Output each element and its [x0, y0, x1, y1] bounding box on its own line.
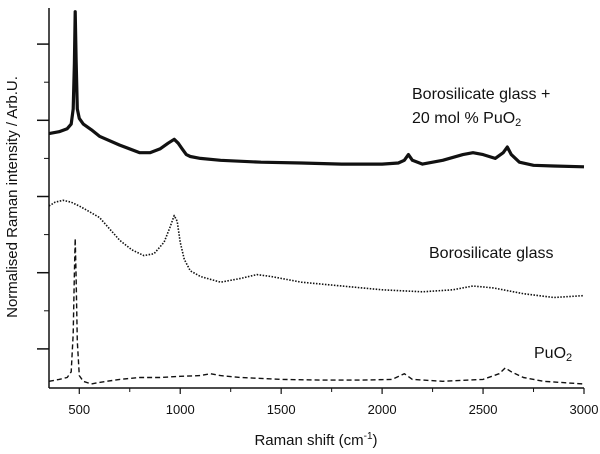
x-ticks: 500 1000 1500 2000 2500 3000: [68, 388, 598, 417]
annotation-puo2-text: PuO: [534, 345, 567, 362]
annotation-puo2-subscript: 2: [566, 352, 573, 364]
series-puo2-line: [48, 237, 585, 385]
annotation-glass-pu-line1: Borosilicate glass +: [412, 86, 551, 103]
x-tick-label: 3000: [570, 402, 599, 417]
x-tick-label: 2000: [368, 402, 397, 417]
x-tick-label: 500: [68, 402, 90, 417]
annotation-glass-pu-subscript: 2: [515, 117, 522, 129]
plot-series: [48, 10, 585, 385]
annotation-glass: Borosilicate glass: [429, 245, 554, 262]
x-axis-title: Raman shift (cm-1): [254, 431, 377, 449]
annotation-puo2: PuO2: [534, 345, 572, 364]
y-ticks: [37, 43, 49, 350]
annotation-glass-pu-line2: 20 mol % PuO2: [412, 110, 521, 129]
x-tick-label: 2500: [469, 402, 498, 417]
annotation-glass-pu-line2-text: 20 mol % PuO: [412, 110, 516, 127]
x-tick-label: 1000: [166, 402, 195, 417]
x-tick-label: 1500: [267, 402, 296, 417]
series-glass-puo2-line: [48, 10, 585, 169]
y-axis-title: Normalised Raman intensity / Arb.U.: [4, 76, 21, 318]
